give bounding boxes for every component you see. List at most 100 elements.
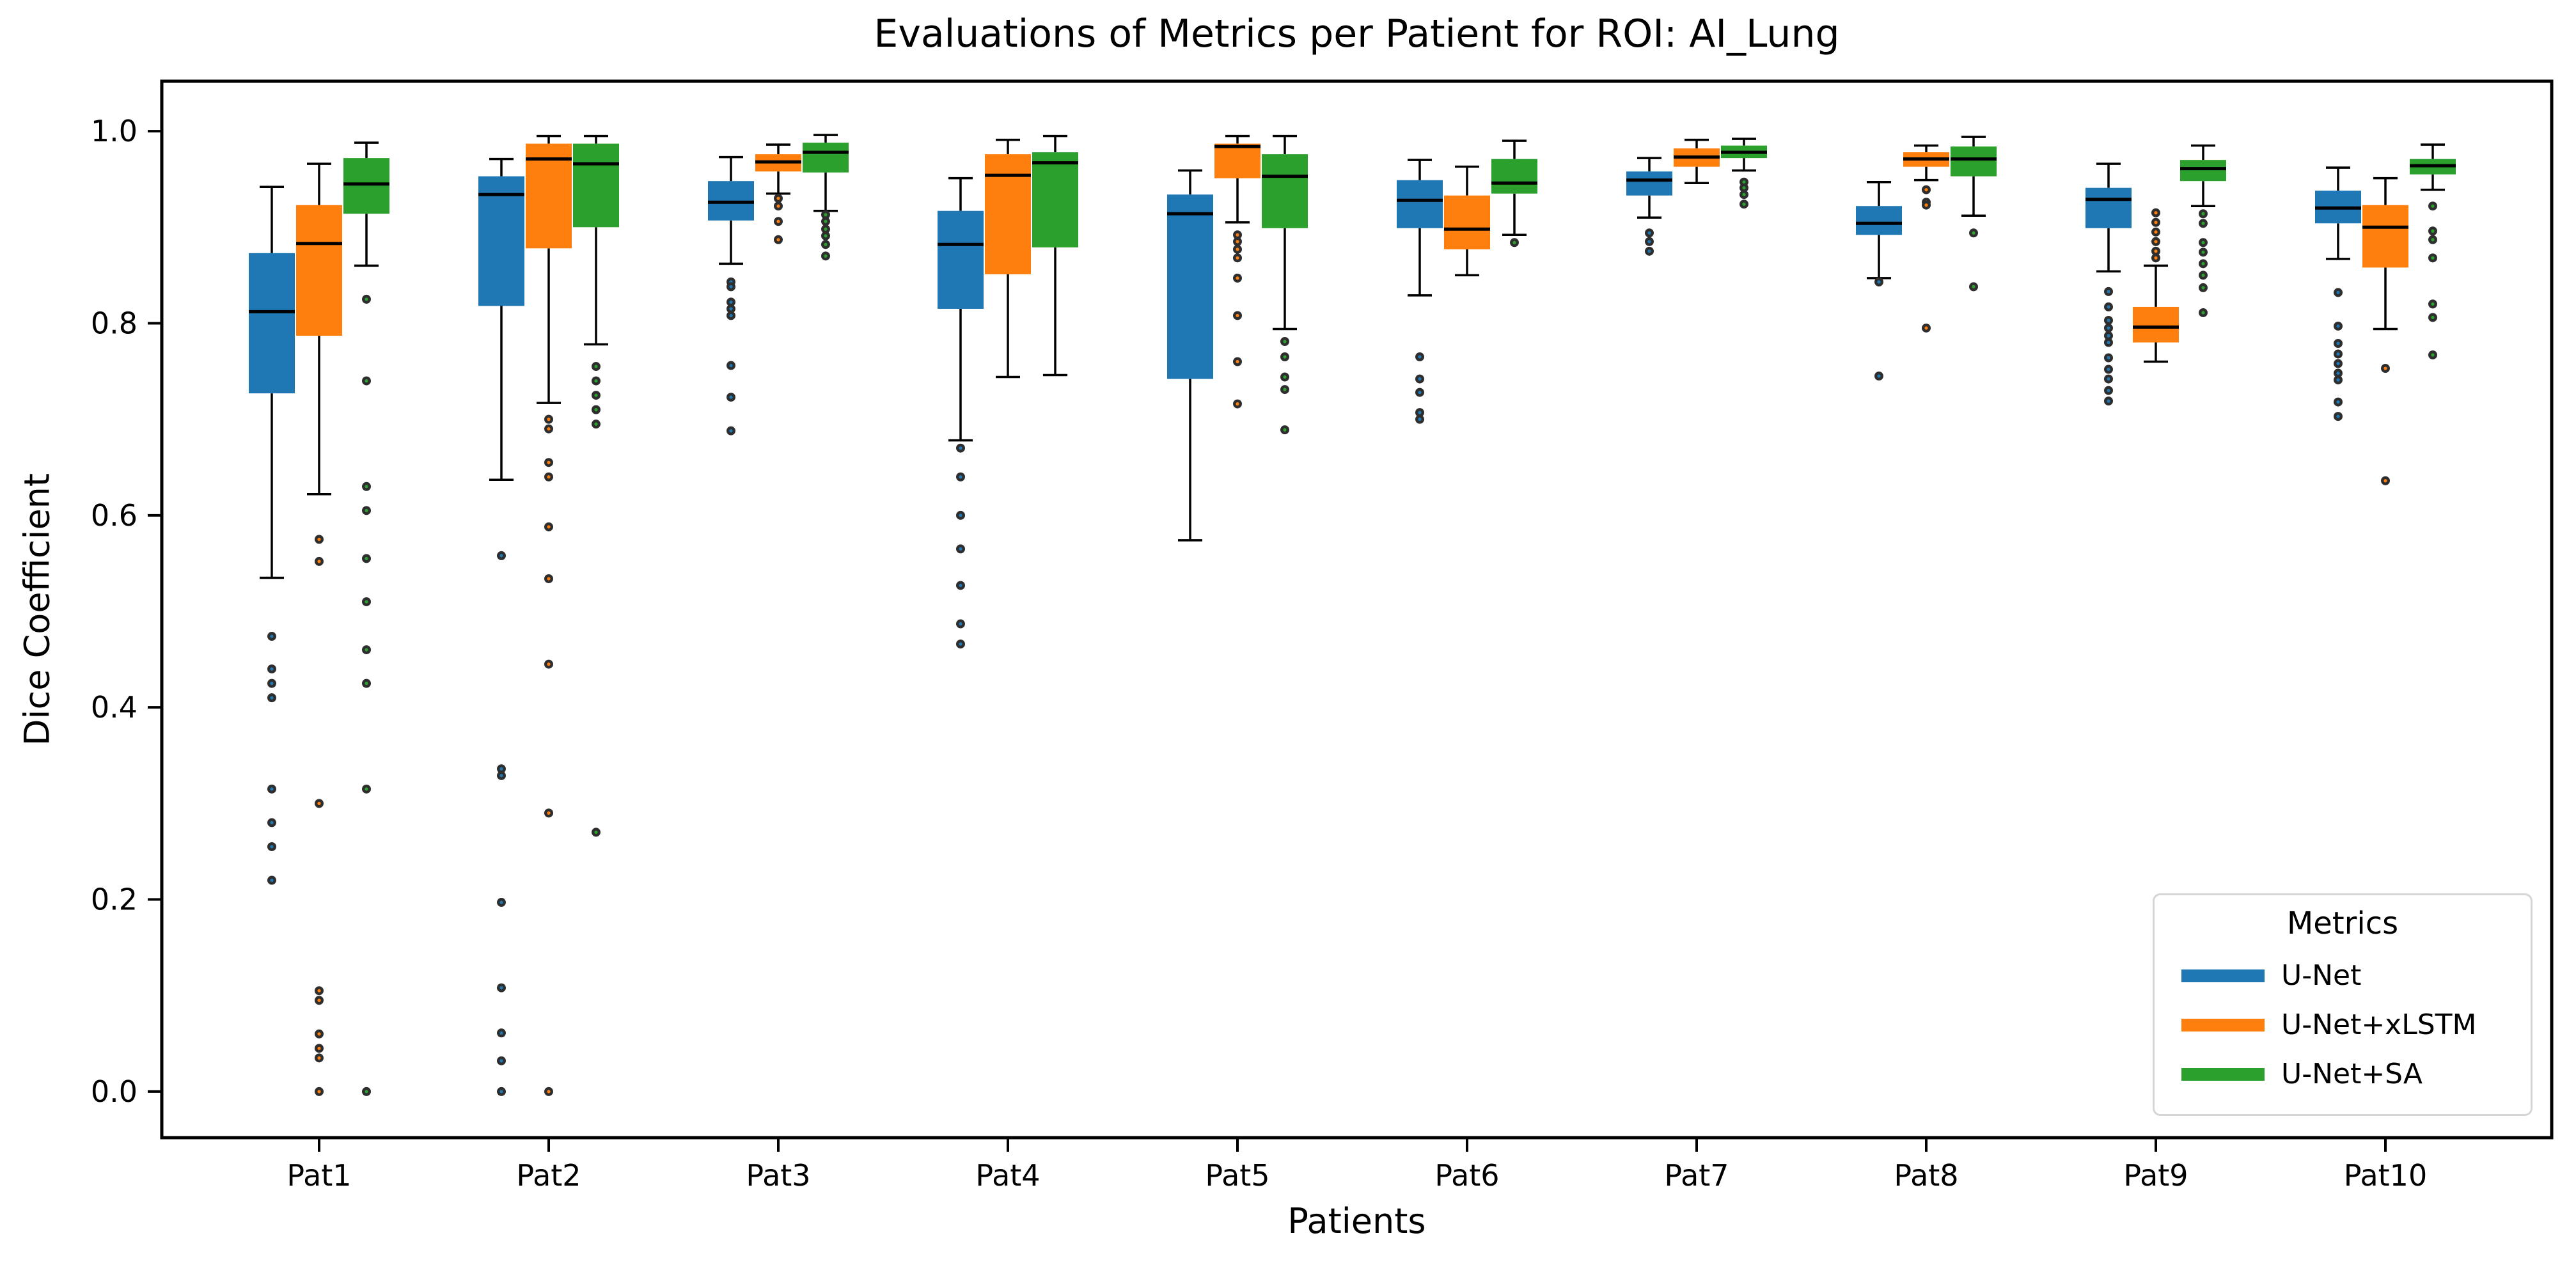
box-U-Net [1856, 206, 1902, 235]
y-tick-label: 0.8 [91, 306, 137, 340]
x-tick-label: Pat10 [2344, 1158, 2427, 1193]
outlier-point-core [317, 998, 321, 1002]
outlier-point-core [1742, 192, 1746, 196]
legend-entry-U-Net+SA: U-Net+SA [2181, 1058, 2531, 1090]
outlier-point-core [365, 508, 368, 512]
outlier-point-core [594, 422, 598, 426]
x-tick-label: Pat2 [516, 1158, 581, 1193]
outlier-point-core [959, 622, 962, 626]
x-tick-label: Pat4 [975, 1158, 1040, 1193]
legend-entry-U-Net: U-Net [2181, 959, 2531, 992]
legend-swatch [2181, 1018, 2265, 1032]
outlier-point-core [729, 285, 733, 288]
outlier-point-core [1418, 377, 1422, 381]
outlier-point-core [594, 830, 598, 835]
outlier-point-core [1972, 231, 1975, 235]
outlier-point-core [2201, 240, 2205, 244]
outlier-point-core [1742, 202, 1746, 206]
outlier-point-core [2154, 249, 2158, 253]
outlier-point-core [729, 363, 733, 368]
outlier-point-core [824, 213, 828, 217]
outlier-point-core [729, 300, 733, 304]
x-tick-label: Pat5 [1205, 1158, 1269, 1193]
outlier-point-core [547, 577, 551, 581]
outlier-point-core [270, 682, 274, 686]
outlier-point-core [2107, 326, 2110, 330]
box-U-Net+xLSTM [2133, 306, 2179, 343]
outlier-point-core [776, 196, 780, 200]
box-U-Net [478, 176, 524, 306]
y-axis-label: Dice Coefficient [17, 473, 58, 746]
box-U-Net+SA [1951, 146, 1997, 177]
legend-entries: U-Net U-Net+xLSTM U-Net+SA [2181, 959, 2531, 1090]
outlier-point-core [2431, 256, 2435, 260]
outlier-point-core [1742, 180, 1746, 184]
outlier-point-core [547, 418, 551, 421]
outlier-point-core [824, 254, 828, 258]
outlier-point-core [499, 1090, 503, 1094]
box-U-Net [2085, 187, 2132, 228]
outlier-point-core [2201, 311, 2205, 315]
outlier-point-core [1647, 231, 1651, 235]
outlier-point-core [2107, 399, 2110, 403]
outlier-point-core [365, 1090, 368, 1094]
outlier-point-core [2431, 204, 2435, 208]
outlier-point-core [499, 1059, 503, 1063]
legend-label: U-Net+xLSTM [2281, 1008, 2477, 1041]
legend-swatch [2181, 1067, 2265, 1081]
outlier-point-core [824, 242, 828, 246]
outlier-point-core [270, 878, 274, 883]
outlier-point-core [2154, 240, 2158, 244]
legend-entry-U-Net+xLSTM: U-Net+xLSTM [2181, 1008, 2531, 1041]
outlier-point-core [2336, 361, 2340, 366]
legend-swatch [2181, 969, 2265, 982]
legend-label: U-Net [2281, 959, 2362, 992]
outlier-point-core [824, 234, 828, 238]
outlier-point-core [959, 475, 962, 479]
outlier-point-core [365, 648, 368, 652]
y-tick-label: 0.6 [91, 498, 137, 533]
outlier-point-core [2154, 221, 2158, 224]
box-U-Net [1397, 180, 1443, 228]
box-U-Net+xLSTM [296, 205, 342, 336]
outlier-point-core [2201, 250, 2205, 254]
outlier-point-core [1236, 402, 1239, 406]
outlier-point-core [2336, 371, 2340, 375]
outlier-point-core [270, 845, 274, 849]
outlier-point-core [1283, 340, 1287, 343]
outlier-point-core [2107, 356, 2110, 360]
y-tick-label: 1.0 [91, 114, 137, 148]
outlier-point-core [547, 663, 551, 666]
outlier-point-core [2107, 340, 2110, 345]
outlier-point-core [2336, 352, 2340, 356]
legend: Metrics U-Net U-Net+xLSTM U-Net+SA [2153, 893, 2533, 1116]
outlier-point-core [365, 787, 368, 791]
x-tick-label: Pat9 [2123, 1158, 2188, 1193]
outlier-point-core [2431, 353, 2435, 357]
box-U-Net+SA [2180, 160, 2226, 182]
outlier-point-core [1236, 313, 1239, 318]
outlier-point-core [2107, 290, 2110, 294]
outlier-point-core [2201, 286, 2205, 290]
outlier-point-core [2431, 315, 2435, 320]
box-U-Net [938, 210, 984, 309]
x-tick-label: Pat3 [746, 1158, 810, 1193]
outlier-point-core [1512, 240, 1516, 244]
legend-title: Metrics [2286, 906, 2399, 941]
outlier-point-core [2107, 305, 2110, 309]
outlier-point-core [776, 219, 780, 223]
outlier-point-core [2154, 256, 2158, 260]
outlier-point-core [776, 238, 780, 242]
box-U-Net+SA [1032, 152, 1078, 247]
outlier-point-core [2336, 290, 2340, 294]
outlier-point-core [1647, 240, 1651, 244]
chart-title: Evaluations of Metrics per Patient for R… [874, 12, 1840, 56]
box-U-Net+SA [1262, 154, 1308, 228]
box-U-Net+SA [1491, 159, 1537, 194]
outlier-point-core [2154, 230, 2158, 234]
box-U-Net+xLSTM [526, 143, 572, 249]
outlier-point-core [270, 634, 274, 638]
box-U-Net+SA [803, 143, 849, 173]
x-tick-label: Pat6 [1434, 1158, 1499, 1193]
outlier-point-core [776, 204, 780, 208]
